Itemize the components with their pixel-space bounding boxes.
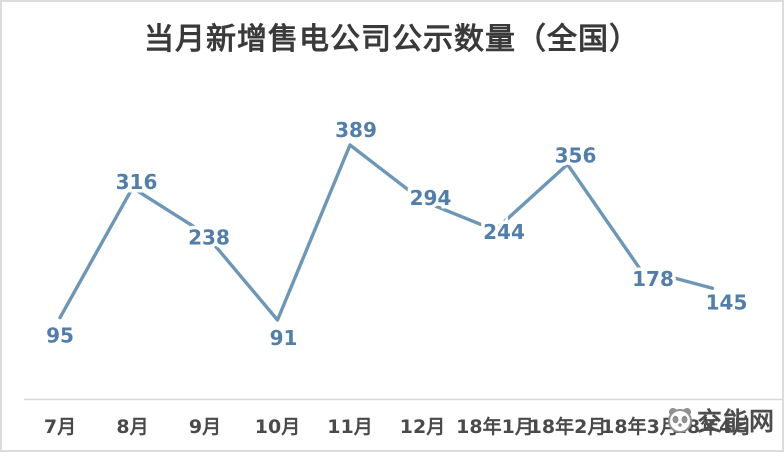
x-axis-label: 8月	[116, 416, 148, 438]
x-axis-label: 9月	[189, 416, 221, 438]
x-axis-label: 10月	[255, 416, 300, 438]
data-label: 356	[555, 143, 597, 167]
x-axis-label: 18年4月	[674, 415, 752, 438]
x-axis-label: 11月	[327, 416, 372, 438]
data-label: 95	[46, 324, 74, 348]
data-label: 238	[188, 226, 230, 250]
x-axis-label: 7月	[44, 416, 76, 438]
x-axis-label: 12月	[400, 416, 445, 438]
watermark: 交能网	[665, 402, 775, 438]
x-axis-label: 18年1月	[456, 415, 534, 438]
data-label: 294	[410, 186, 452, 210]
data-label: 389	[335, 118, 377, 142]
data-label: 178	[632, 267, 674, 291]
chart-line-series	[58, 143, 715, 322]
x-axis-label: 18年2月	[529, 415, 607, 438]
x-axis-label: 18年3月	[601, 415, 679, 438]
watermark-text: 交能网	[696, 407, 775, 436]
data-label: 316	[116, 170, 158, 194]
data-label: 244	[483, 220, 525, 244]
data-label: 91	[270, 326, 298, 350]
panda-logo-icon	[667, 408, 692, 433]
data-label: 145	[706, 290, 748, 314]
chart-title: 当月新增售电公司公示数量（全国）	[144, 22, 640, 57]
